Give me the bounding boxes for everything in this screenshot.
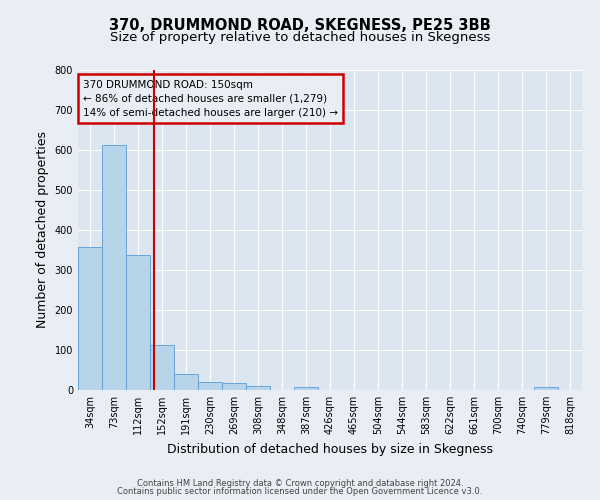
Bar: [534, 387, 558, 390]
Text: Contains HM Land Registry data © Crown copyright and database right 2024.: Contains HM Land Registry data © Crown c…: [137, 478, 463, 488]
Bar: [294, 387, 318, 390]
Bar: [174, 374, 198, 390]
Bar: [222, 383, 246, 390]
Y-axis label: Number of detached properties: Number of detached properties: [36, 132, 49, 328]
Bar: [150, 345, 174, 390]
Bar: [198, 382, 222, 390]
Text: 370 DRUMMOND ROAD: 150sqm
← 86% of detached houses are smaller (1,279)
14% of se: 370 DRUMMOND ROAD: 150sqm ← 86% of detac…: [83, 80, 338, 118]
Bar: [102, 145, 126, 390]
Bar: [126, 255, 150, 390]
Bar: [246, 386, 270, 390]
Text: Size of property relative to detached houses in Skegness: Size of property relative to detached ho…: [110, 31, 490, 44]
X-axis label: Distribution of detached houses by size in Skegness: Distribution of detached houses by size …: [167, 442, 493, 456]
Text: Contains public sector information licensed under the Open Government Licence v3: Contains public sector information licen…: [118, 487, 482, 496]
Text: 370, DRUMMOND ROAD, SKEGNESS, PE25 3BB: 370, DRUMMOND ROAD, SKEGNESS, PE25 3BB: [109, 18, 491, 32]
Bar: [78, 247, 102, 390]
